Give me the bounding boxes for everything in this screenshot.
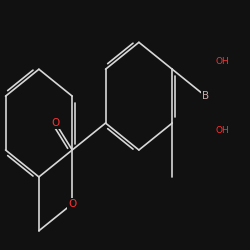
Text: B: B: [202, 91, 209, 101]
Text: O: O: [52, 118, 60, 128]
Text: O: O: [68, 199, 76, 209]
Text: OH: OH: [215, 57, 229, 66]
Text: OH: OH: [215, 126, 229, 135]
